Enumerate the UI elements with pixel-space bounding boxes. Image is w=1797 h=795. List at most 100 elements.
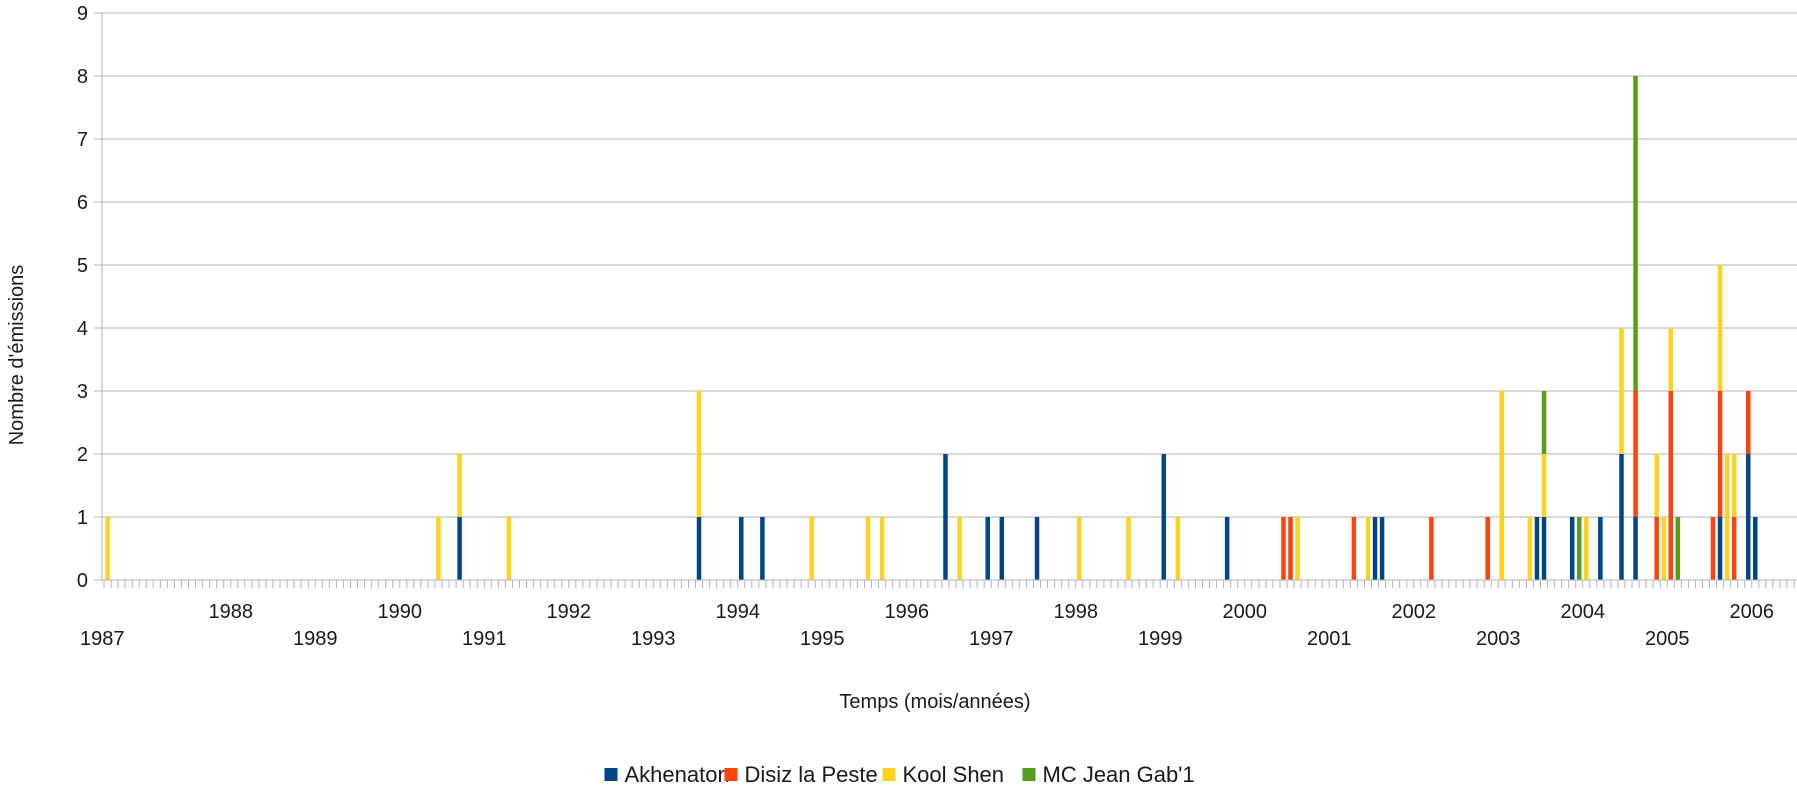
x-tick-label: 1987 [80,628,125,650]
y-tick-label: 7 [77,129,88,151]
x-tick-label: 2003 [1476,628,1521,650]
bar-akhenaton [1372,517,1378,580]
bar-kool-shen [436,517,441,580]
y-tick-label: 1 [77,507,88,529]
legend-swatch [1022,768,1036,781]
x-tick-label: 1999 [1138,628,1183,650]
bar-akhenaton [985,517,990,580]
bar-mc-jean-gab-1 [1675,517,1681,580]
bar-kool-shen [1499,391,1505,580]
bar-akhenaton [739,517,744,580]
bar-akhenaton [1753,517,1758,580]
axes [101,13,1797,581]
bar-kool-shen [1175,517,1181,580]
bar-disiz-la-peste [1668,391,1674,580]
bar-kool-shen [1527,517,1533,580]
bar-kool-shen [1661,517,1666,580]
bar-akhenaton [999,517,1005,580]
y-tick-labels: 0 1 2 3 4 5 6 7 8 9 [77,3,88,592]
x-tick-labels: 1987 1988 1989 1990 1991 1992 1993 1994 1995 1996… [80,601,1774,650]
bar-akhenaton [1379,517,1385,580]
x-tick-label: 1993 [631,628,676,650]
y-axis-title: Nombre d'émissions [6,265,28,446]
bar-mc-jean-gab-1 [1541,391,1547,454]
bar-kool-shen [1717,265,1723,391]
grid-lines [94,12,1797,581]
bar-kool-shen [1619,328,1624,454]
bar-kool-shen [105,517,110,580]
bar-mc-jean-gab-1 [1576,517,1582,580]
legend-swatch [724,768,738,781]
legend-label: MC Jean Gab'1 [1043,762,1195,787]
bar-disiz-la-peste [1351,517,1357,580]
bar-akhenaton [1569,517,1575,580]
x-tick-label: 2006 [1730,601,1775,623]
bar-disiz-la-peste [1429,517,1434,580]
x-tick-label: 1994 [716,601,761,623]
bar-kool-shen [1295,517,1300,580]
bar-kool-shen [1584,517,1589,580]
legend: Akhenaton Disiz la Peste Kool Shen MC Jean … [604,762,1195,787]
bar-disiz-la-peste [1731,517,1737,580]
bar-kool-shen [1654,454,1659,517]
bar-disiz-la-peste [1717,391,1723,517]
bar-disiz-la-peste [1485,517,1490,580]
bar-akhenaton [760,517,765,580]
x-tick-label: 1998 [1054,601,1099,623]
bar-mc-jean-gab-1 [1633,76,1638,391]
bar-kool-shen [457,454,462,517]
bar-akhenaton [1633,517,1638,580]
bar-disiz-la-peste [1288,517,1293,580]
bar-kool-shen [1365,517,1371,580]
bar-disiz-la-peste [1633,391,1638,517]
x-tick-label: 1990 [378,601,423,623]
x-tick-label: 2004 [1561,601,1606,623]
bar-akhenaton [1619,454,1624,580]
legend-label: Akhenaton [625,762,730,787]
x-tick-label: 1997 [969,628,1014,650]
bar-akhenaton [696,517,702,580]
bar-kool-shen [1731,454,1737,517]
legend-swatch [882,768,896,781]
bar-kool-shen [1077,517,1082,580]
bar-akhenaton [1534,517,1540,580]
bar-kool-shen [865,517,871,580]
x-tick-label: 1995 [800,628,845,650]
bar-disiz-la-peste [1654,517,1659,580]
y-tick-label: 8 [77,66,88,88]
y-tick-label: 9 [77,3,88,25]
x-tick-label: 1996 [885,601,930,623]
bar-kool-shen [809,517,814,580]
bar-kool-shen [1126,517,1131,580]
bar-akhenaton [1161,454,1167,580]
bar-kool-shen [696,391,702,517]
bar-akhenaton [1598,517,1603,580]
x-tick-label: 2005 [1645,628,1690,650]
y-tick-label: 0 [77,570,88,592]
bar-kool-shen [506,517,512,580]
x-tick-label: 1988 [209,601,254,623]
bar-akhenaton [943,454,948,580]
bar-disiz-la-peste [1745,391,1751,454]
bar-kool-shen [957,517,962,580]
bar-akhenaton [1541,517,1547,580]
x-tick-label: 1989 [293,628,338,650]
bars [105,76,1758,580]
bar-kool-shen [879,517,885,580]
x-minor-ticks [103,580,1795,588]
legend-label: Disiz la Peste [745,762,878,787]
bar-kool-shen [1668,328,1674,391]
bar-akhenaton [1717,517,1723,580]
x-tick-label: 2002 [1392,601,1437,623]
y-tick-label: 5 [77,255,88,277]
bar-kool-shen [1541,454,1547,517]
x-axis-title: Temps (mois/années) [839,691,1030,713]
bar-kool-shen [1724,454,1730,580]
bar-akhenaton [1745,454,1751,580]
y-tick-label: 4 [77,318,88,340]
y-tick-label: 2 [77,444,88,466]
x-tick-label: 2000 [1223,601,1268,623]
x-tick-label: 1992 [547,601,592,623]
bar-disiz-la-peste [1281,517,1286,580]
